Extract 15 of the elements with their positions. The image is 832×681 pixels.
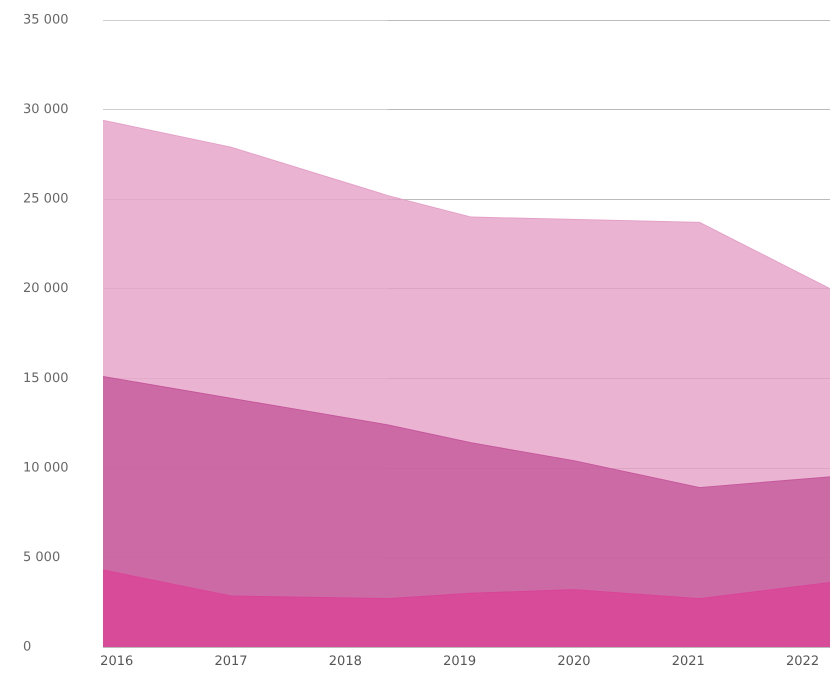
x-tick-label: 2016 (100, 654, 134, 669)
y-tick-label: 20 000 (23, 281, 68, 296)
y-tick-label: 5 000 (23, 550, 60, 565)
x-tick-label: 2022 (786, 654, 820, 669)
y-tick-label: 0 (23, 640, 32, 654)
x-tick-label: 2017 (214, 654, 248, 669)
y-tick-label: 15 000 (23, 370, 68, 386)
x-tick-label: 2018 (328, 654, 362, 669)
y-tick-label: 35 000 (23, 12, 68, 28)
x-tick-label: 2021 (672, 654, 705, 669)
x-tick-label: 2020 (557, 654, 590, 669)
y-tick-label: 25 000 (23, 192, 68, 207)
x-tick-label: 2019 (443, 654, 476, 669)
y-tick-label: 30 000 (23, 102, 68, 118)
y-tick-label: 10 000 (23, 460, 68, 476)
